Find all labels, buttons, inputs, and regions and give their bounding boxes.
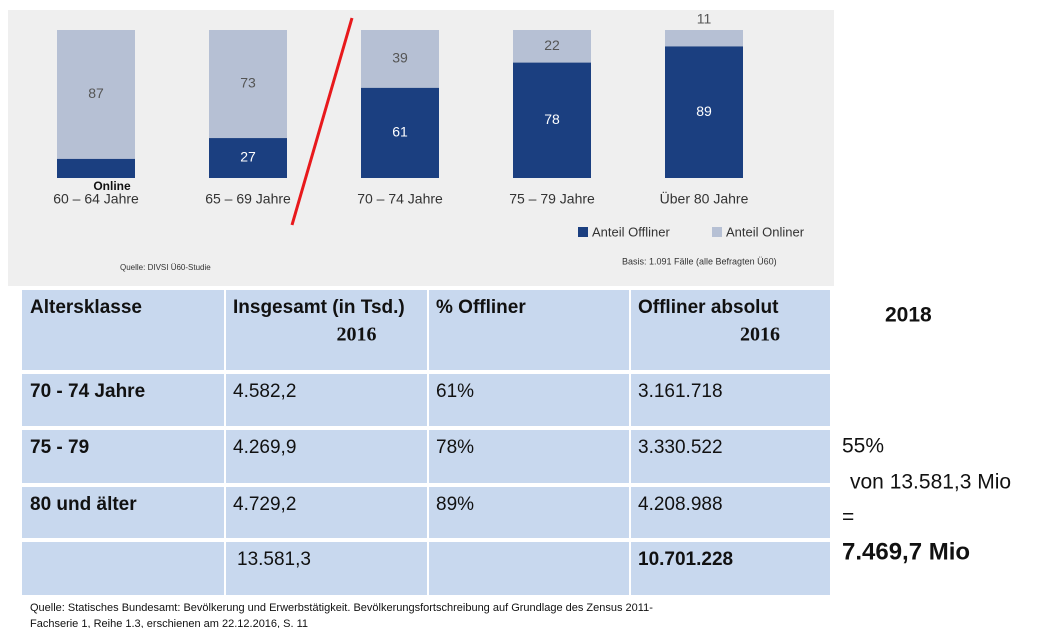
table-cell: 75 - 79 bbox=[30, 437, 89, 458]
value-label: 22 bbox=[544, 37, 560, 53]
header-cell: Offliner absolut bbox=[638, 297, 779, 318]
chart-source: Quelle: DIVSI Ü60-Studie bbox=[120, 263, 211, 272]
header-cell: Insgesamt (in Tsd.) bbox=[233, 297, 405, 318]
category-label: Über 80 Jahre bbox=[660, 190, 749, 207]
header-year: 2016 bbox=[740, 324, 780, 346]
bar-segment bbox=[513, 62, 591, 179]
value-label: 11 bbox=[697, 11, 712, 27]
value-label: 61 bbox=[392, 124, 408, 140]
legend-label: Anteil Offliner bbox=[592, 224, 670, 239]
table-cell: 4.729,2 bbox=[233, 494, 296, 515]
table-cell: 10.701.228 bbox=[638, 549, 733, 570]
header-year: 2016 bbox=[337, 324, 377, 346]
header-cell: % Offliner bbox=[436, 297, 526, 318]
category-label: 70 – 74 Jahre bbox=[357, 191, 443, 207]
table-cell: 13.581,3 bbox=[237, 549, 311, 570]
value-label: 78 bbox=[544, 111, 560, 127]
category-label: 60 – 64 Jahre bbox=[53, 191, 139, 207]
bar-segment bbox=[57, 30, 135, 159]
value-label: 27 bbox=[240, 149, 256, 165]
value-label: 73 bbox=[240, 75, 256, 91]
bar-segment bbox=[209, 138, 287, 178]
side-equals: = bbox=[842, 506, 854, 529]
red-divider bbox=[290, 17, 354, 226]
table-cell: 3.161.718 bbox=[638, 381, 723, 402]
annotation: Online bbox=[93, 179, 131, 193]
table-cell: 61% bbox=[436, 381, 474, 402]
value-label: 87 bbox=[88, 85, 104, 101]
table-cell: 4.269,9 bbox=[233, 437, 296, 458]
table-cell: 89% bbox=[436, 494, 474, 515]
table-cell: 3.330.522 bbox=[638, 437, 723, 458]
footer-line: Fachserie 1, Reihe 1.3, erschienen am 22… bbox=[30, 618, 308, 628]
bar-segment bbox=[513, 30, 591, 63]
side-result: 7.469,7 Mio bbox=[842, 538, 970, 565]
category-label: 75 – 79 Jahre bbox=[509, 191, 595, 207]
chart-basis: Basis: 1.091 Fälle (alle Befragten Ü60) bbox=[622, 256, 777, 266]
table-cell: 4.208.988 bbox=[638, 494, 723, 515]
footer-line: Quelle: Statisches Bundesamt: Bevölkerun… bbox=[30, 602, 653, 614]
table-cell: 70 - 74 Jahre bbox=[30, 381, 145, 402]
table-cell: 80 und älter bbox=[30, 494, 137, 515]
side-of: von 13.581,3 Mio bbox=[850, 471, 1011, 494]
bar-segment bbox=[209, 30, 287, 139]
header-cell: Altersklasse bbox=[30, 297, 142, 318]
value-label: 39 bbox=[392, 50, 408, 66]
side-year: 2018 bbox=[885, 304, 932, 327]
legend-swatch bbox=[578, 227, 588, 237]
legend-swatch bbox=[712, 227, 722, 237]
side-share: 55% bbox=[842, 435, 884, 458]
table-cell: 78% bbox=[436, 437, 474, 458]
bar-segment bbox=[665, 46, 743, 178]
table-background bbox=[22, 290, 830, 595]
table-cell: 4.582,2 bbox=[233, 381, 296, 402]
legend-label: Anteil Onliner bbox=[726, 224, 805, 239]
bar-segment bbox=[57, 158, 135, 178]
bar-segment bbox=[361, 87, 439, 178]
bar-segment bbox=[665, 30, 743, 47]
value-label: 89 bbox=[696, 103, 712, 119]
category-label: 65 – 69 Jahre bbox=[205, 191, 291, 207]
bar-segment bbox=[361, 30, 439, 88]
